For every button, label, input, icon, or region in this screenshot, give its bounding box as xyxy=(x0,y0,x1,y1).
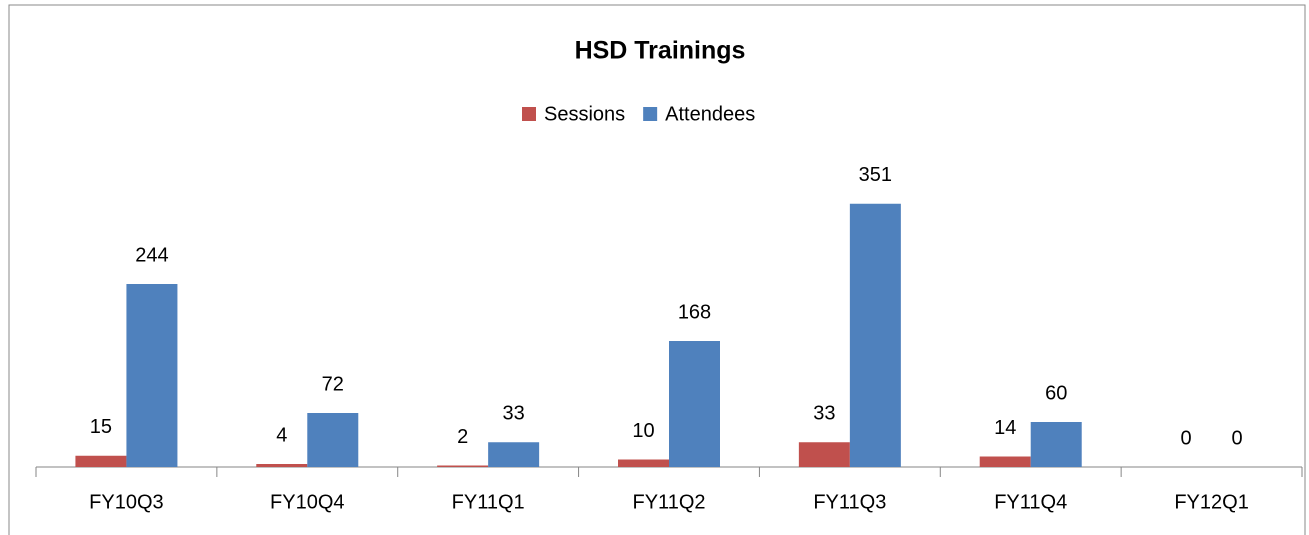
x-tick-label: FY12Q1 xyxy=(1174,491,1248,513)
x-tick-label: FY11Q2 xyxy=(633,491,706,513)
data-label: 60 xyxy=(1045,382,1067,404)
bar xyxy=(798,442,850,467)
data-label: 244 xyxy=(135,244,168,266)
bar xyxy=(618,459,669,467)
bar xyxy=(307,413,359,467)
legend-swatch xyxy=(522,107,536,121)
bar xyxy=(75,455,127,467)
chart-title: HSD Trainings xyxy=(575,37,746,65)
data-label: 2 xyxy=(457,426,468,448)
bar xyxy=(488,442,540,467)
data-label: 0 xyxy=(1181,427,1192,449)
legend-label: Attendees xyxy=(665,103,755,125)
bar xyxy=(126,284,178,467)
x-tick-label: FY10Q3 xyxy=(89,491,163,513)
chart-frame xyxy=(8,4,1306,535)
data-label: 351 xyxy=(859,164,892,186)
x-tick-label: FY11Q1 xyxy=(452,491,525,513)
data-label: 33 xyxy=(813,403,835,425)
x-tick-label: FY10Q4 xyxy=(270,491,344,513)
data-label: 14 xyxy=(994,417,1016,439)
data-label: 33 xyxy=(503,403,525,425)
x-tick-label: FY11Q4 xyxy=(994,491,1067,513)
bar xyxy=(979,456,1031,467)
data-label: 168 xyxy=(678,301,711,323)
legend-swatch xyxy=(643,107,658,121)
data-label: 15 xyxy=(90,416,112,438)
bar xyxy=(256,464,308,467)
x-tick-label: FY11Q3 xyxy=(813,491,886,513)
data-label: 0 xyxy=(1232,427,1243,449)
bar xyxy=(849,203,901,467)
data-label: 4 xyxy=(276,424,287,446)
bar xyxy=(669,341,720,467)
data-label: 10 xyxy=(632,420,654,442)
bar xyxy=(437,465,489,467)
data-label: 72 xyxy=(322,373,344,395)
bar xyxy=(1030,422,1082,467)
legend-label: Sessions xyxy=(544,103,625,125)
